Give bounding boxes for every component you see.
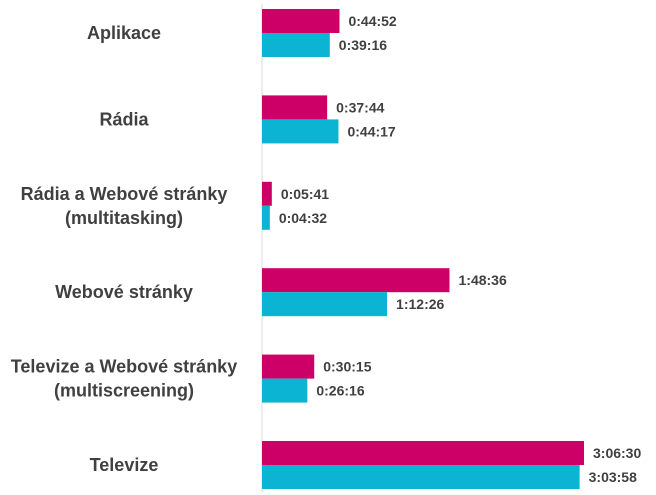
bar <box>262 292 388 317</box>
bars <box>262 9 584 489</box>
bar <box>262 268 450 293</box>
category-label-line: Aplikace <box>87 23 161 43</box>
data-label: 0:05:41 <box>281 186 329 202</box>
category-label-line: Webové stránky <box>55 282 193 302</box>
category-label-line: Rádia a Webové stránky <box>21 184 228 204</box>
category-label: Webové stránky <box>55 282 193 302</box>
bar <box>262 354 315 379</box>
data-label: 0:37:44 <box>336 99 384 115</box>
data-label: 0:26:16 <box>316 383 364 399</box>
data-label: 0:04:32 <box>279 210 327 226</box>
data-label: 3:06:30 <box>593 445 641 461</box>
data-label: 0:39:16 <box>339 37 387 53</box>
category-label: Televize <box>90 455 159 475</box>
category-label-line: (multitasking) <box>65 208 183 228</box>
category-labels: Aplikace Rádia Rádia a Webové stránky (mult… <box>11 23 237 475</box>
data-label: 1:48:36 <box>459 272 507 288</box>
category-label: Aplikace <box>87 23 161 43</box>
category-label-line: (multiscreening) <box>54 381 194 401</box>
category-label: Rádia a Webové stránky (multitasking) <box>21 184 228 228</box>
data-label: 0:30:15 <box>323 359 371 375</box>
data-label: 3:03:58 <box>589 469 637 485</box>
data-label: 0:44:17 <box>347 123 395 139</box>
bar <box>262 378 308 403</box>
bar <box>262 33 330 57</box>
category-label: Televize a Webové stránky (multiscreening… <box>11 357 237 401</box>
category-label: Rádia <box>99 109 149 129</box>
category-label-line: Televize <box>90 455 159 475</box>
value-labels: 0:44:52 0:39:16 0:37:44 0:44:17 0:05:41 0:04:… <box>279 13 642 485</box>
bar <box>262 95 328 120</box>
category-label-line: Rádia <box>99 109 149 129</box>
bar <box>262 441 584 465</box>
bar <box>262 465 580 489</box>
bar <box>262 205 270 230</box>
bar <box>262 181 272 206</box>
data-label: 0:44:52 <box>348 13 396 29</box>
category-label-line: Televize a Webové stránky <box>11 357 237 377</box>
bar <box>262 9 340 33</box>
bar <box>262 119 339 144</box>
data-label: 1:12:26 <box>396 296 444 312</box>
